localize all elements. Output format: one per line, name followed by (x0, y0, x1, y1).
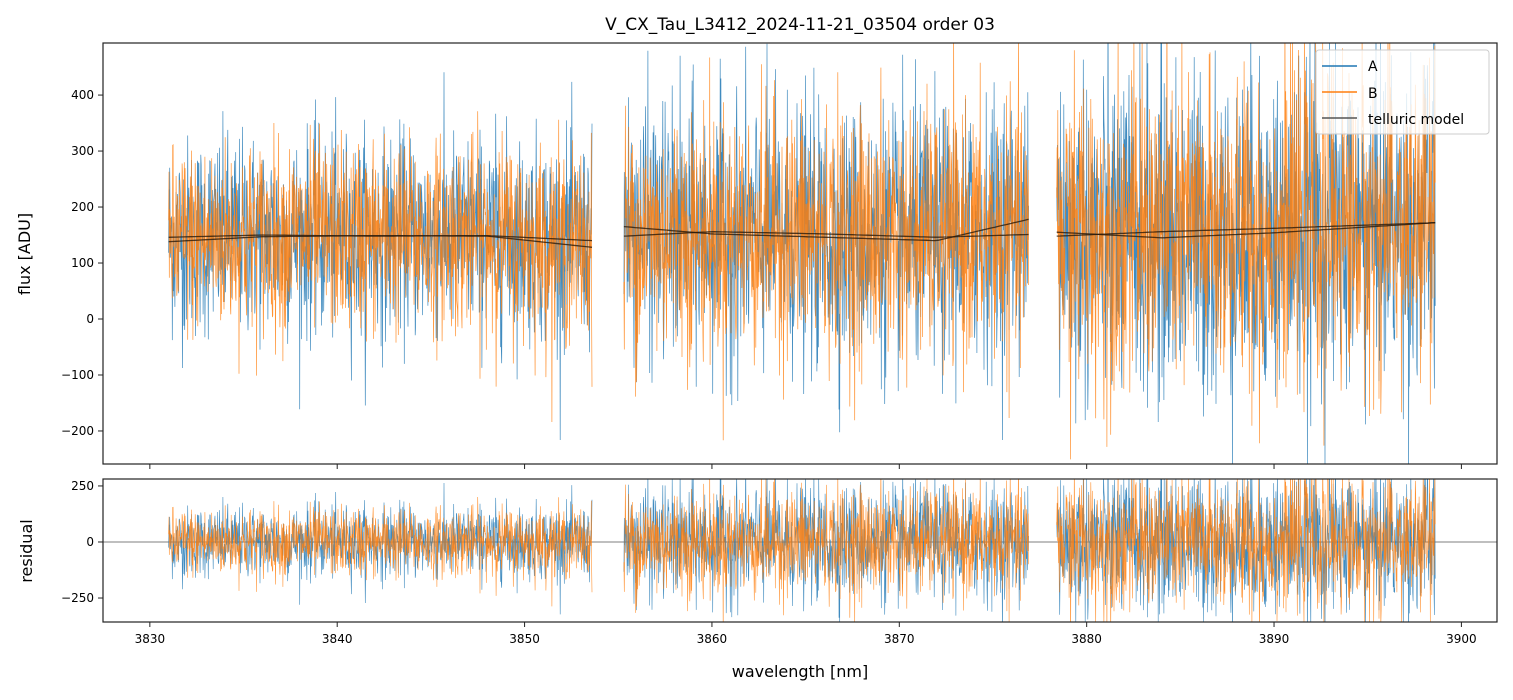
legend-label-telluric: telluric model (1368, 112, 1464, 128)
telluric-model-b-line (623, 231, 1029, 238)
top-y-tick-label: 200 (71, 200, 94, 214)
bottom-ylabel: residual (17, 519, 36, 582)
x-tick-label: 3850 (509, 632, 540, 646)
x-tick-label: 3840 (322, 632, 353, 646)
x-tick-label: 3860 (697, 632, 728, 646)
top-ylabel: flux [ADU] (15, 213, 34, 295)
top-y-tick-label: 400 (71, 88, 94, 102)
series-b-line (623, 43, 1029, 441)
residual-b-line (168, 496, 593, 607)
top-y-tick-label: −100 (61, 368, 94, 382)
telluric-model-a-line (1056, 222, 1436, 239)
top-y-tick-label: 100 (71, 256, 94, 270)
bottom-y-tick-label: 250 (71, 479, 94, 493)
top-y-tick-label: −200 (61, 424, 94, 438)
x-tick-label: 3880 (1071, 632, 1102, 646)
axes: 3830 3840 3850 3860 3870 3880 3890 3900 −200 −100… (61, 42, 1498, 646)
series-b-line (168, 111, 593, 423)
residual-b-line (1056, 479, 1436, 622)
top-panel-data (168, 43, 1436, 464)
legend-box (1315, 49, 1490, 135)
bottom-y-tick-label: −250 (61, 591, 94, 605)
bottom-panel-data (103, 479, 1497, 622)
top-y-tick-label: 0 (86, 312, 94, 326)
x-axis-label: wavelength [nm] (732, 662, 869, 681)
x-tick-label: 3830 (135, 632, 166, 646)
x-tick-label: 3890 (1259, 632, 1290, 646)
telluric-model-b-line (1056, 222, 1436, 237)
legend-label-b: B (1368, 86, 1378, 102)
legend-label-a: A (1368, 59, 1378, 75)
top-y-tick-label: 300 (71, 144, 94, 158)
legend: A B telluric model (1315, 49, 1490, 135)
telluric-model-b-line (168, 234, 593, 248)
residual-b-line (623, 479, 1029, 622)
bottom-y-tick-label: 0 (86, 535, 94, 549)
bottom-axes-frame (102, 478, 1498, 623)
series-b-line (1056, 43, 1436, 460)
x-tick-label: 3870 (884, 632, 915, 646)
chart-title: V_CX_Tau_L3412_2024-11-21_03504 order 03 (605, 15, 995, 35)
top-axes-frame (102, 42, 1498, 465)
x-tick-label: 3900 (1446, 632, 1477, 646)
